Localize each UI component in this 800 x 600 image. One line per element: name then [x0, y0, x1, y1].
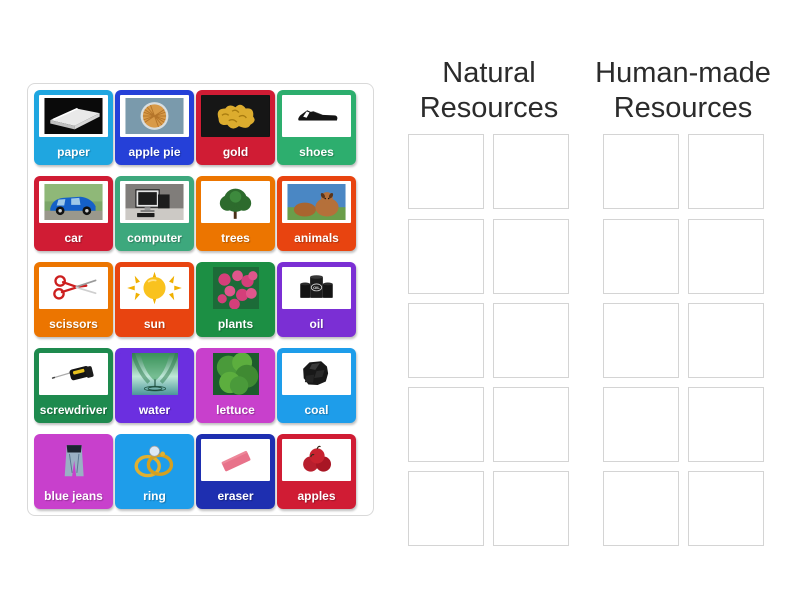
svg-text:OIL: OIL [313, 285, 320, 290]
